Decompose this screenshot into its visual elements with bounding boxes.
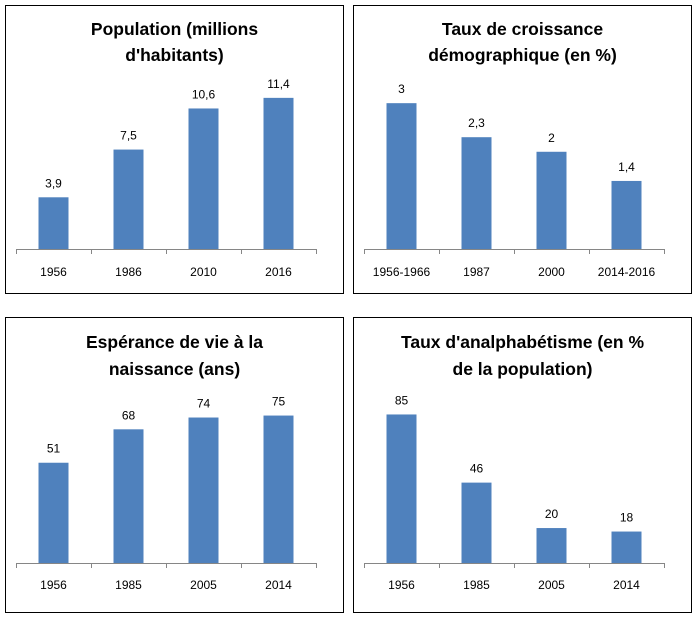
bar-1985 [461,482,492,563]
data-label: 51 [47,442,61,456]
chart-esperance-svg: Espérance de vie à la naissance (ans) 51… [16,332,317,592]
category-label: 2014 [613,578,640,592]
chart-croissance: Taux de croissance démographique (en %) … [353,5,692,294]
chart-population: Population (millions d'habitants) 3,9 195… [5,5,344,294]
data-label: 75 [272,395,286,409]
chart-croissance-svg: Taux de croissance démographique (en %) … [364,19,665,279]
category-label: 1956-1966 [373,265,431,279]
data-label: 3,9 [45,176,62,190]
data-label: 18 [620,511,634,525]
category-label: 1986 [115,265,142,279]
chart-title-line-2: démographique (en %) [428,45,617,65]
bar-2010 [188,108,219,249]
bar-2014 [611,531,642,563]
data-label: 68 [122,408,136,422]
bar-2005 [536,528,567,563]
chart-title-line-2: de la population) [453,359,593,379]
category-label: 1956 [40,578,67,592]
chart-title-line-1: Taux de croissance [442,19,603,39]
category-label: 1956 [388,578,415,592]
category-label: 2005 [538,578,565,592]
data-label: 2,3 [468,116,485,130]
bar-2000 [536,151,567,249]
bar-1956 [386,414,417,563]
category-label: 2010 [190,265,217,279]
chart-title-line-1: Population (millions [91,19,258,39]
data-label: 46 [470,462,484,476]
bar-1956 [38,462,69,563]
bar-1956 [38,197,69,249]
category-label: 2014 [265,578,292,592]
category-label: 2005 [190,578,217,592]
chart-population-svg: Population (millions d'habitants) 3,9 195… [16,19,317,279]
data-label: 74 [197,397,211,411]
bar-1986 [113,149,144,249]
category-label: 2014-2016 [598,265,656,279]
category-label: 1985 [115,578,142,592]
chart-analphabetisme-svg: Taux d'analphabétisme (en % de la popula… [364,332,665,592]
bar-2005 [188,417,219,563]
bar-1956-1966 [386,103,417,250]
data-label: 2 [548,131,555,145]
data-label: 85 [395,393,409,407]
category-label: 2016 [265,265,292,279]
category-label: 1985 [463,578,490,592]
chart-title-line-2: d'habitants) [125,45,223,65]
data-label: 10,6 [192,87,216,101]
data-label: 20 [545,507,559,521]
bar-1987 [461,137,492,249]
data-label: 11,4 [267,77,290,91]
data-label: 7,5 [120,129,137,143]
chart-title-line-2: naissance (ans) [109,359,240,379]
data-label: 3 [398,82,405,96]
bar-2014 [263,415,294,563]
data-label: 1,4 [618,160,635,174]
chart-esperance: Espérance de vie à la naissance (ans) 51… [5,317,344,613]
category-label: 1987 [463,265,490,279]
category-label: 1956 [40,265,67,279]
bar-1985 [113,429,144,563]
bar-2016 [263,97,294,249]
category-label: 2000 [538,265,565,279]
chart-title-line-1: Espérance de vie à la [86,332,263,352]
bar-2014-2016 [611,180,642,249]
chart-title-line-1: Taux d'analphabétisme (en % [401,332,645,352]
chart-analphabetisme: Taux d'analphabétisme (en % de la popula… [353,317,692,613]
